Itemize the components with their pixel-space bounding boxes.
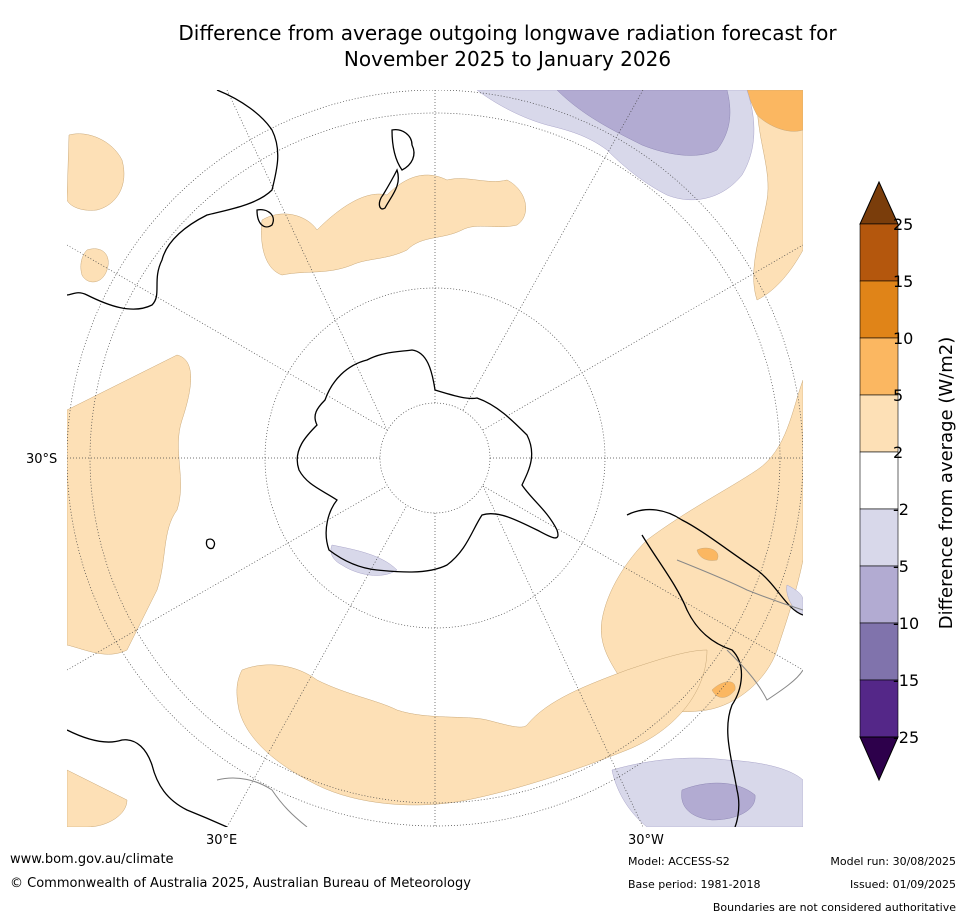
colorbar-tick: 10 — [893, 329, 914, 348]
colorbar-band-15-25 — [859, 223, 899, 282]
colorbar-band-m15-m25 — [859, 679, 899, 738]
anomaly-positive-2-5 — [67, 90, 803, 827]
colorbar-tick: 2 — [893, 443, 904, 462]
new-zealand-south — [378, 168, 399, 210]
colorbar-tick: -2 — [893, 500, 909, 519]
colorbar-tick: 5 — [893, 386, 904, 405]
colorbar-band-m2-m5 — [859, 508, 899, 567]
footer-url: www.bom.gov.au/climate — [10, 852, 174, 867]
australia-coast — [67, 90, 279, 310]
footer-model-run: Model run: 30/08/2025 — [830, 855, 956, 868]
country-boundaries — [216, 559, 803, 827]
footer-issued: Issued: 01/09/2025 — [849, 878, 956, 891]
footer-model: Model: ACCESS-S2 — [628, 855, 730, 868]
colorbar-tick: -15 — [893, 671, 920, 690]
footer-copyright: © Commonwealth of Australia 2025, Austra… — [10, 876, 471, 891]
madagascar — [205, 538, 216, 550]
chart-title: Difference from average outgoing longwav… — [60, 20, 955, 72]
coastlines — [67, 90, 803, 827]
colorbar-band-m10-m15 — [859, 622, 899, 681]
colorbar-tick: 25 — [893, 215, 914, 234]
footer-base-period: Base period: 1981-2018 — [628, 878, 761, 891]
colorbar — [859, 180, 899, 782]
lon-label-30w: 30°W — [628, 833, 664, 848]
anomaly-negative-5-10 — [556, 90, 756, 821]
south-america-coast — [626, 508, 803, 827]
graticule — [67, 90, 803, 827]
new-zealand-north — [391, 129, 415, 171]
colorbar-tick: -25 — [893, 728, 920, 747]
colorbar-band-neutral — [859, 451, 899, 510]
colorbar-tick: -10 — [893, 614, 920, 633]
polar-map — [67, 90, 803, 827]
colorbar-tick: 15 — [893, 272, 914, 291]
colorbar-under-arrow — [859, 736, 899, 782]
lon-label-30e: 30°E — [206, 833, 238, 848]
colorbar-band-5-10 — [859, 337, 899, 396]
footer-boundaries-note: Boundaries are not considered authoritat… — [712, 901, 956, 914]
tasmania — [256, 209, 274, 228]
colorbar-band-10-15 — [859, 280, 899, 339]
anomaly-positive-5-10 — [696, 90, 803, 698]
title-line-2: November 2025 to January 2026 — [343, 47, 672, 71]
map-canvas — [67, 90, 803, 827]
antarctica-coast — [296, 349, 559, 573]
colorbar-band-m5-m10 — [859, 565, 899, 624]
colorbar-band-2-5 — [859, 394, 899, 453]
colorbar-tick: -5 — [893, 557, 909, 576]
title-line-1: Difference from average outgoing longwav… — [178, 21, 837, 45]
lat-label-30s: 30°S — [26, 452, 58, 467]
africa-coast — [67, 729, 228, 827]
colorbar-label: Difference from average (W/m2) — [936, 336, 957, 630]
